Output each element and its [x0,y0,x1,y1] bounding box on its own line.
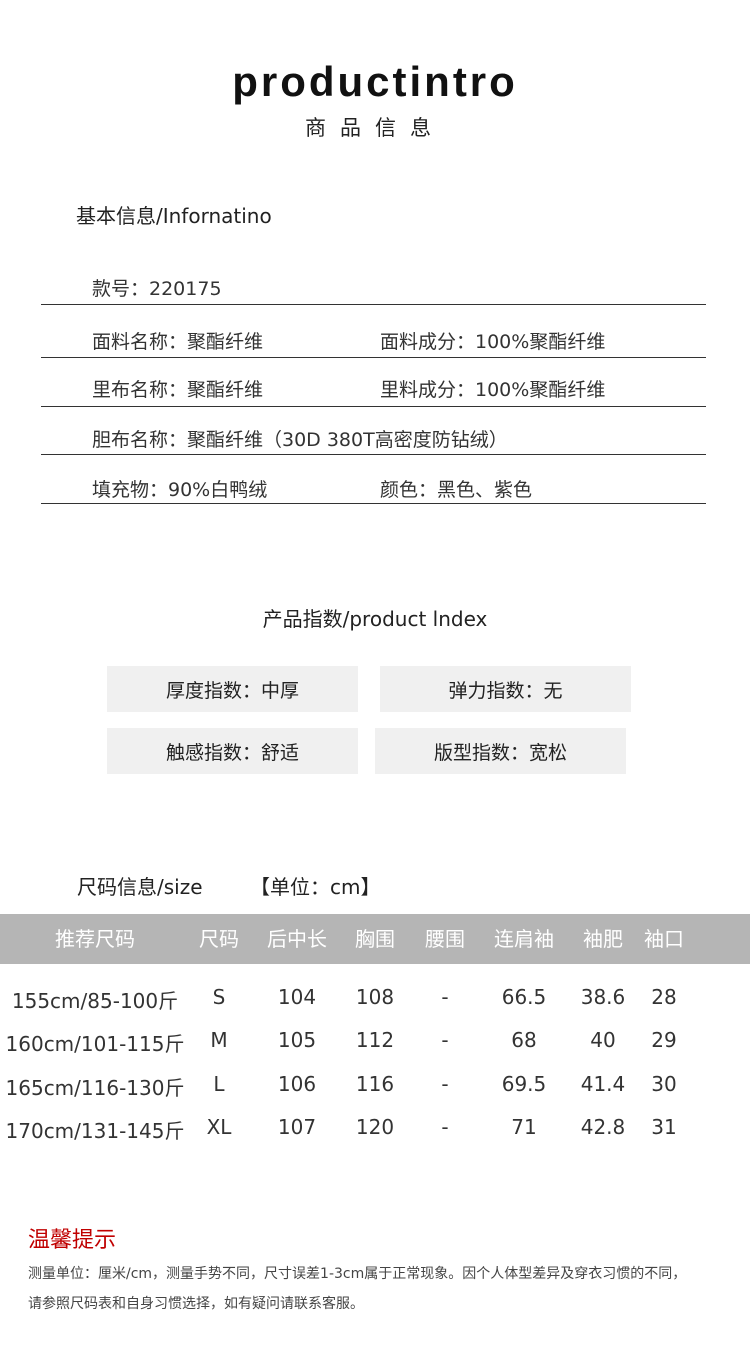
table-cell: XL [206,1115,232,1139]
table-cell: 66.5 [501,985,547,1009]
table-cell: 160cm/101-115斤 [5,1032,185,1056]
index-thickness: 厚度指数：中厚 [107,666,358,712]
divider [41,454,706,455]
table-cell: 28 [651,985,677,1009]
info-fabric-name: 面料名称：聚酯纤维 [92,331,264,353]
tips-line-1: 测量单位：厘米/cm，测量手势不同，尺寸误差1-3cm属于正常现象。因个人体型差… [28,1266,687,1282]
info-fabric-composition: 面料成分：100%聚酯纤维 [380,331,606,353]
column-header: 袖口 [644,927,684,951]
divider [41,304,706,305]
info-color: 颜色：黑色、紫色 [380,479,533,501]
info-inner-fabric: 胆布名称：聚酯纤维（30D 380T高密度防钻绒） [92,429,508,451]
table-cell: 116 [355,1072,395,1096]
table-cell: 40 [590,1028,616,1052]
tips-line-2: 请参照尺码表和自身习惯选择，如有疑问请联系客服。 [28,1296,364,1312]
column-header: 腰围 [425,927,465,951]
product-index-heading: 产品指数/product lndex [262,607,488,631]
table-cell: S [212,985,226,1009]
table-cell: 105 [277,1028,317,1052]
divider [41,357,706,358]
table-cell: 30 [651,1072,677,1096]
table-cell: 120 [355,1115,395,1139]
divider [41,406,706,407]
size-unit: 【单位：cm】 [250,875,381,899]
column-header: 连肩袖 [494,927,554,951]
table-cell: 165cm/116-130斤 [5,1076,185,1100]
column-header: 后中长 [267,927,327,951]
table-cell: 69.5 [501,1072,547,1096]
info-style-no: 款号：220175 [92,278,222,300]
index-elasticity: 弹力指数：无 [380,666,631,712]
table-cell: 31 [651,1115,677,1139]
table-cell: 106 [277,1072,317,1096]
table-cell: 108 [355,985,395,1009]
column-header: 推荐尺码 [55,927,135,951]
table-cell: 42.8 [580,1115,626,1139]
table-cell: - [441,1028,449,1052]
column-header: 袖肥 [583,927,623,951]
table-cell: 29 [651,1028,677,1052]
index-fit: 版型指数：宽松 [375,728,626,774]
page-subtitle: 商品信息 [305,116,445,140]
table-cell: 107 [277,1115,317,1139]
info-filling: 填充物：90%白鸭绒 [92,479,268,501]
size-table-header: 推荐尺码 尺码 后中长 胸围 腰围 连肩袖 袖肥 袖口 [0,914,750,964]
table-cell: 170cm/131-145斤 [5,1119,185,1143]
column-header: 胸围 [355,927,395,951]
column-header: 尺码 [199,927,239,951]
table-cell: 68 [511,1028,537,1052]
basic-info-heading: 基本信息/Infornatino [76,204,272,228]
table-cell: - [441,1115,449,1139]
info-lining-name: 里布名称：聚酯纤维 [92,379,264,401]
size-heading: 尺码信息/size [77,875,203,899]
table-cell: - [441,1072,449,1096]
index-touch: 触感指数：舒适 [107,728,358,774]
table-cell: 112 [355,1028,395,1052]
table-cell: 155cm/85-100斤 [11,989,179,1013]
table-cell: - [441,985,449,1009]
table-cell: 104 [277,985,317,1009]
table-cell: 41.4 [580,1072,626,1096]
page-title: productintro [232,58,518,105]
table-cell: M [210,1028,228,1052]
info-lining-composition: 里料成分：100%聚酯纤维 [380,379,606,401]
table-cell: 38.6 [580,985,626,1009]
table-cell: 71 [511,1115,537,1139]
divider [41,503,706,504]
tips-heading: 温馨提示 [28,1228,117,1253]
table-cell: L [213,1072,225,1096]
